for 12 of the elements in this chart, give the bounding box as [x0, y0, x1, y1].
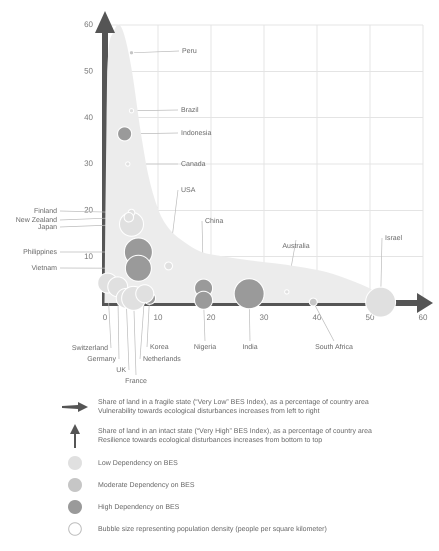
x-tick-label: 60 — [418, 313, 428, 322]
y-tick-label: 60 — [84, 20, 94, 30]
y-tick-label: 50 — [84, 66, 94, 76]
x-tick-label: 0 — [102, 313, 108, 322]
y-tick-label: 20 — [84, 206, 94, 215]
x-tick-label: 20 — [206, 313, 216, 322]
x-tick-label: 10 — [154, 313, 163, 322]
y-tick-label: 10 — [84, 252, 94, 261]
y-tick-label: 40 — [84, 112, 94, 122]
x-tick-label: 40 — [312, 313, 322, 322]
y-tick-label: 30 — [84, 159, 94, 168]
x-tick-label: 30 — [260, 313, 269, 322]
